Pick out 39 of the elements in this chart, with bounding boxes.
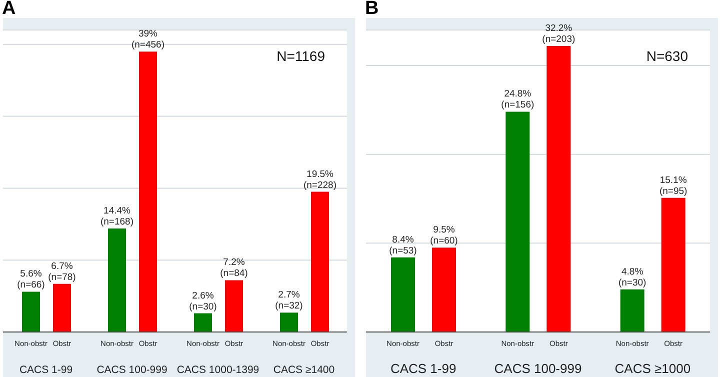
bar — [432, 248, 456, 332]
bar — [620, 289, 644, 332]
data-label: 32.2% (n=203) — [542, 22, 576, 45]
bar — [194, 313, 212, 332]
x-tick-label: CACS 1000-1399 — [176, 364, 260, 376]
bar — [661, 198, 686, 332]
data-label: 7.2% (n=84) — [220, 257, 248, 280]
bar — [506, 112, 530, 332]
x-tick-label: CACS 100-999 — [494, 361, 582, 376]
data-label: 24.8% (n=156) — [501, 88, 534, 111]
data-label: 15.1% (n=95) — [659, 174, 688, 197]
data-label: 2.7% (n=32) — [275, 290, 303, 312]
data-label: 19.5% (n=228) — [303, 168, 337, 191]
x-tick-label: CACS ≥1000 — [614, 361, 691, 376]
data-label: 9.5% (n=60) — [430, 224, 458, 247]
data-label: 14.4% (n=168) — [100, 205, 134, 228]
bar — [280, 312, 298, 332]
data-label: 2.6% (n=30) — [189, 290, 217, 312]
data-label: 5.6% (n=66) — [17, 268, 45, 291]
bar — [391, 257, 415, 332]
x-tick-label: CACS ≥1400 — [273, 364, 335, 376]
data-label: 8.4% (n=53) — [389, 234, 417, 256]
annotation: N=1169 — [276, 48, 325, 64]
x-tick-label: CACS 1-99 — [390, 361, 456, 376]
bar — [22, 292, 40, 332]
bar — [139, 52, 157, 332]
x-tick-label: CACS 1-99 — [19, 364, 73, 376]
chart-title: B — [365, 0, 379, 19]
bar — [225, 280, 243, 332]
data-label: 6.7% (n=78) — [48, 260, 76, 283]
bar — [53, 284, 71, 332]
bar — [546, 46, 571, 332]
data-label: 39% (n=456) — [131, 28, 165, 51]
x-tick-label: CACS 100-999 — [96, 364, 168, 376]
bar — [311, 192, 329, 332]
bar — [108, 228, 126, 332]
chart-title: A — [2, 0, 16, 19]
annotation: N=630 — [646, 48, 688, 64]
data-label: 4.8% (n=30) — [618, 266, 646, 288]
